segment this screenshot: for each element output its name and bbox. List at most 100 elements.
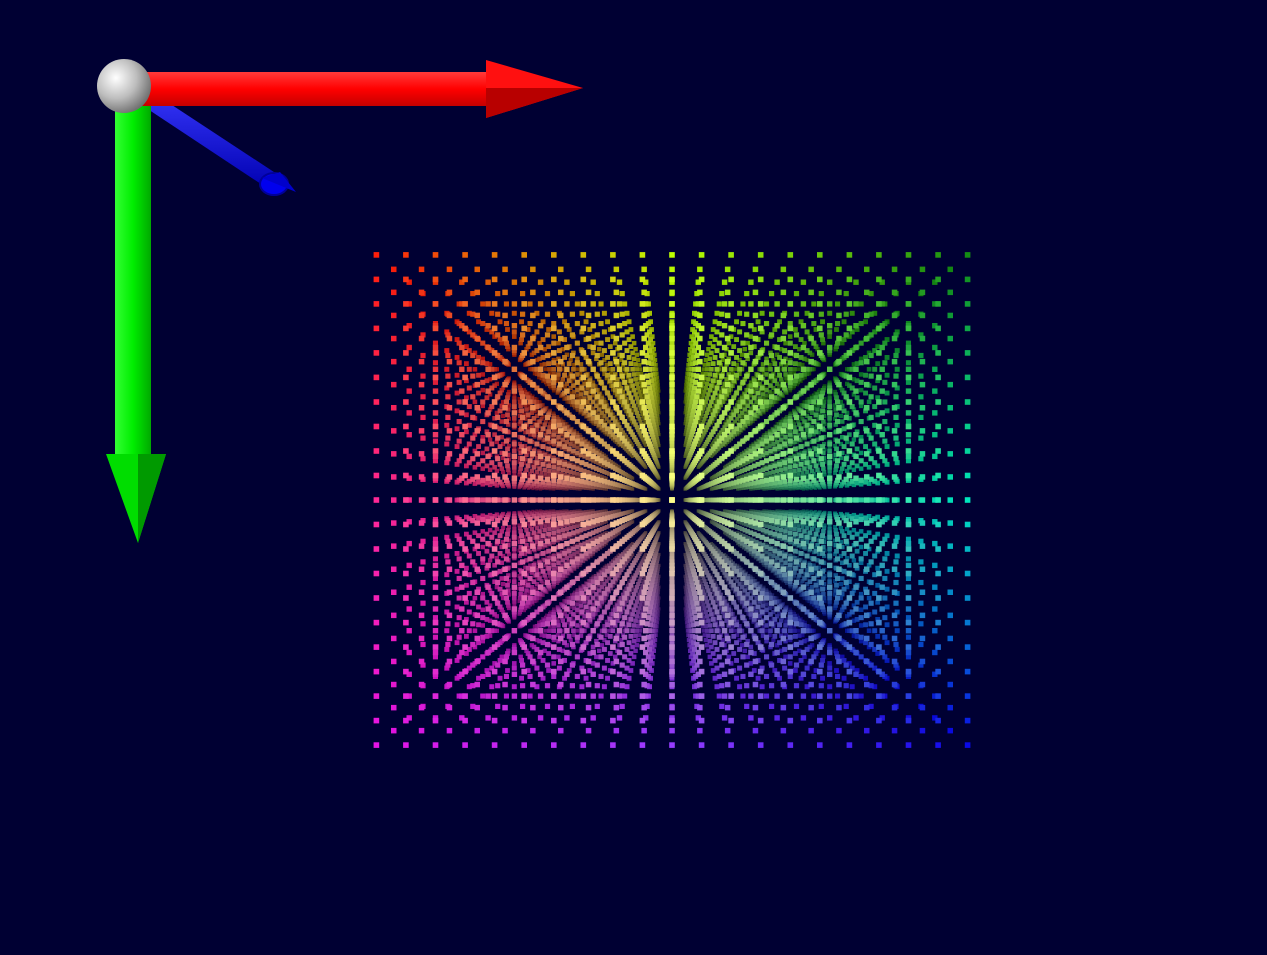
cloud-point	[845, 468, 850, 474]
point-cloud	[373, 252, 971, 748]
cloud-point	[607, 511, 611, 515]
cloud-point	[805, 567, 810, 573]
cloud-point	[551, 357, 556, 363]
cloud-point	[702, 606, 707, 611]
cloud-point	[698, 579, 702, 583]
cloud-point	[633, 633, 638, 638]
cloud-point	[615, 437, 620, 442]
cloud-point	[636, 582, 641, 587]
cloud-point	[617, 599, 622, 604]
cloud-point	[643, 386, 647, 390]
cloud-point	[499, 529, 504, 534]
cloud-point	[767, 470, 772, 475]
cloud-point	[813, 426, 818, 431]
cloud-point	[621, 430, 625, 435]
cloud-point	[684, 567, 688, 571]
cloud-point	[800, 579, 805, 584]
cloud-point	[684, 400, 689, 404]
cloud-point	[537, 340, 542, 346]
cloud-point	[742, 512, 747, 518]
cloud-point	[748, 511, 753, 515]
cloud-point	[480, 387, 485, 393]
cloud-point	[744, 583, 748, 588]
cloud-point	[764, 524, 769, 529]
cloud-point	[657, 563, 661, 567]
cloud-point	[780, 576, 785, 581]
cloud-point	[547, 614, 552, 619]
cloud-point	[506, 422, 511, 427]
cloud-point	[602, 413, 607, 419]
cloud-point	[803, 522, 807, 527]
cloud-point	[609, 409, 613, 414]
cloud-point	[729, 608, 733, 613]
cloud-point	[547, 367, 552, 372]
cloud-point	[572, 362, 577, 367]
cloud-point	[512, 599, 517, 604]
cloud-point	[706, 392, 711, 397]
cloud-point	[698, 593, 703, 597]
cloud-point	[851, 588, 857, 593]
cloud-point	[751, 525, 756, 529]
cloud-point	[701, 563, 706, 568]
cloud-point	[770, 617, 775, 621]
cloud-point	[654, 432, 659, 437]
cloud-point	[653, 389, 658, 394]
cloud-point	[599, 526, 605, 532]
cloud-point	[602, 588, 607, 592]
cloud-point	[534, 371, 539, 377]
cloud-point	[714, 400, 719, 404]
cloud-point	[792, 574, 796, 578]
cloud-point	[712, 382, 716, 387]
cloud-point	[764, 464, 769, 468]
cloud-point	[685, 599, 690, 604]
cloud-point	[604, 565, 609, 570]
cloud-point	[575, 372, 580, 377]
cloud-point	[555, 522, 560, 526]
cloud-point	[805, 483, 810, 489]
cloud-point	[480, 607, 485, 612]
cloud-point	[739, 454, 745, 459]
cloud-point	[737, 509, 742, 513]
cloud-point	[683, 422, 687, 426]
cloud-point	[585, 399, 590, 405]
cloud-point	[629, 576, 634, 581]
cloud-point	[517, 574, 522, 578]
cloud-point	[687, 439, 692, 445]
cloud-point	[551, 441, 556, 447]
cloud-point	[811, 524, 816, 529]
cloud-point	[591, 511, 596, 515]
cloud-point	[851, 467, 857, 472]
cloud-point	[591, 380, 596, 385]
cloud-point	[636, 638, 641, 643]
cloud-point	[599, 396, 605, 401]
cloud-point	[542, 422, 547, 427]
cloud-point	[526, 403, 531, 407]
cloud-point	[539, 538, 544, 543]
cloud-point	[582, 483, 587, 488]
cloud-point	[686, 416, 691, 421]
cloud-point	[710, 408, 715, 412]
cloud-point	[560, 482, 565, 488]
cloud-point	[780, 419, 785, 424]
cloud-point	[517, 553, 523, 559]
cloud-point	[545, 440, 549, 444]
cloud-point	[739, 396, 745, 401]
cloud-point	[758, 559, 763, 564]
cloud-point	[656, 419, 661, 424]
cloud-point	[784, 522, 789, 526]
cloud-point	[582, 367, 587, 372]
cloud-point	[548, 576, 552, 581]
cloud-point	[722, 396, 727, 401]
cloud-point	[494, 468, 499, 474]
cloud-point	[761, 599, 766, 604]
cloud-point	[644, 422, 648, 426]
cloud-point	[655, 426, 660, 431]
cloud-point	[764, 475, 769, 480]
cloud-point	[619, 567, 624, 573]
cloud-point	[624, 599, 629, 604]
cloud-point	[807, 624, 812, 629]
cloud-point	[779, 377, 784, 382]
cloud-point	[685, 396, 690, 401]
